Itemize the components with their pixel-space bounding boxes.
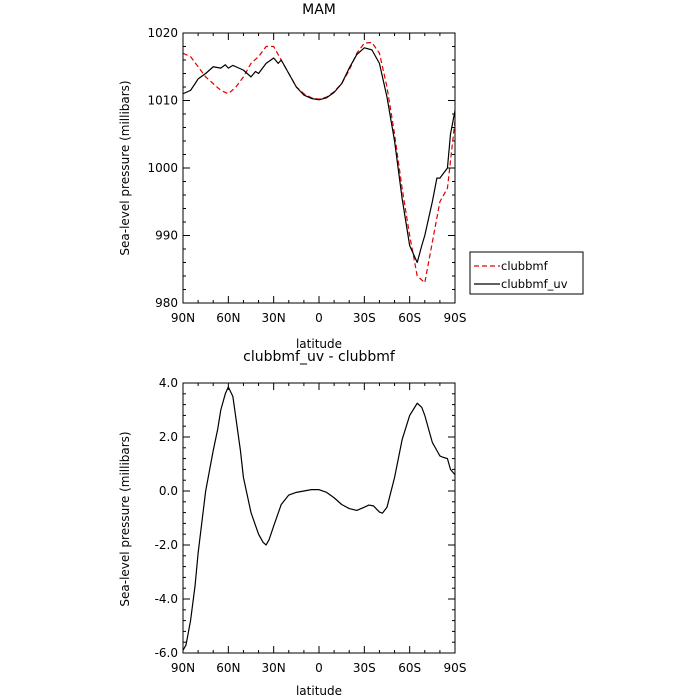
top-y-tick-label: 990	[155, 229, 178, 243]
bottom-x-tick-label: 60N	[216, 661, 240, 675]
top-y-tick-label: 1020	[147, 26, 178, 40]
top-x-tick-label: 30S	[353, 311, 376, 325]
bottom-x-tick-label: 90N	[171, 661, 195, 675]
top-x-tick-label: 90N	[171, 311, 195, 325]
top-series-line-clubbmf-uv	[182, 47, 456, 264]
bottom-chart-title: clubbmf_uv - clubbmf	[243, 349, 396, 365]
legend-label-clubbmf: clubbmf	[501, 259, 549, 273]
top-x-tick-label: 60N	[216, 311, 240, 325]
legend: clubbmf clubbmf_uv	[469, 251, 584, 295]
top-y-tick-label: 1010	[147, 94, 178, 108]
top-x-tick-label: 0	[315, 311, 323, 325]
bottom-x-axis-label: latitude	[296, 684, 342, 698]
bottom-y-tick-label: 0.0	[159, 484, 178, 498]
top-x-tick-label: 60S	[398, 311, 421, 325]
bottom-x-tick-label: 60S	[398, 661, 421, 675]
bottom-series-line-difference	[182, 386, 456, 651]
top-y-tick-label: 1000	[147, 161, 178, 175]
bottom-x-tick-label: 30S	[353, 661, 376, 675]
top-y-tick-label: 980	[155, 296, 178, 310]
top-y-axis-label: Sea-level pressure (millibars)	[118, 80, 132, 255]
top-x-tick-label: 30N	[262, 311, 286, 325]
bottom-x-tick-label: 0	[315, 661, 323, 675]
bottom-y-axis-label: Sea-level pressure (millibars)	[118, 431, 132, 606]
top-x-axis-label: latitude	[296, 337, 342, 351]
bottom-x-tick-label: 30N	[262, 661, 286, 675]
bottom-plot-frame	[182, 382, 456, 654]
legend-box	[469, 251, 584, 295]
top-panel: MAM latitude Sea-level pressure (milliba…	[118, 2, 584, 351]
bottom-y-tick-label: 4.0	[159, 376, 178, 390]
bottom-y-tick-label: -6.0	[155, 646, 178, 660]
legend-label-clubbmf-uv: clubbmf_uv	[501, 277, 568, 291]
bottom-panel: clubbmf_uv - clubbmf latitude Sea-level …	[118, 349, 466, 698]
top-series-line-clubbmf	[182, 41, 456, 284]
bottom-x-tick-label: 90S	[444, 661, 467, 675]
top-chart-title: MAM	[302, 2, 336, 18]
bottom-y-tick-label: 2.0	[159, 430, 178, 444]
bottom-y-tick-label: -2.0	[155, 538, 178, 552]
top-plot-frame	[182, 32, 456, 304]
top-x-tick-label: 90S	[444, 311, 467, 325]
bottom-y-tick-label: -4.0	[155, 592, 178, 606]
